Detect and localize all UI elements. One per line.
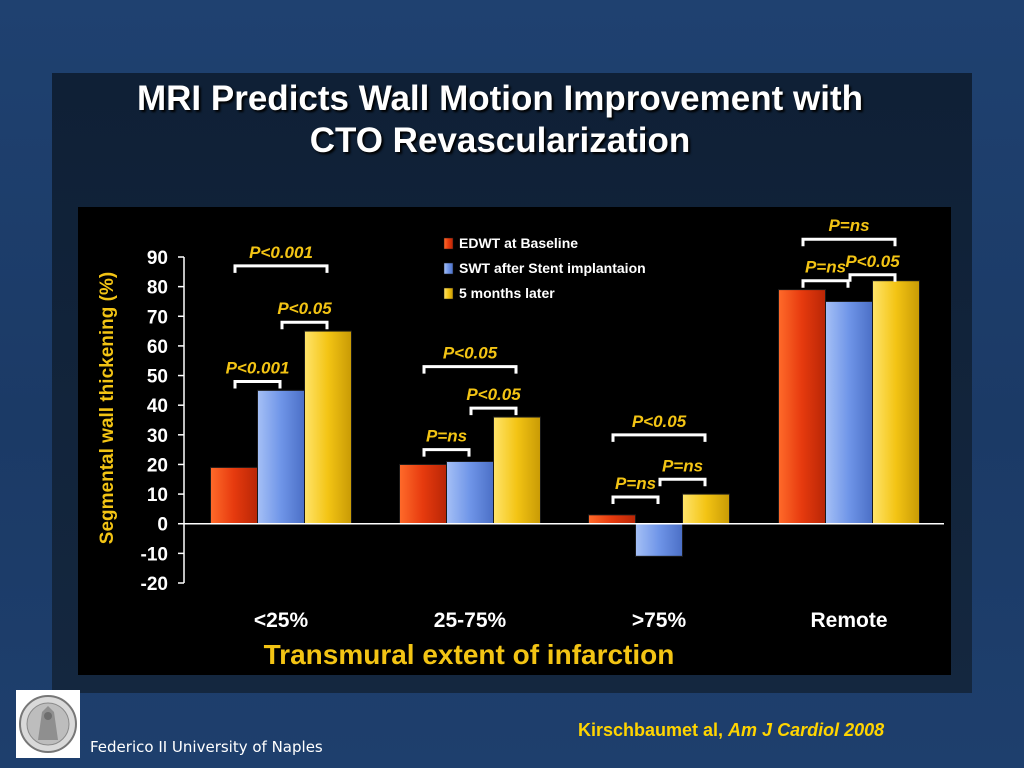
significance-bracket xyxy=(280,320,329,330)
p-value-label: P=ns xyxy=(615,474,656,493)
bar-swt-0 xyxy=(257,389,305,525)
significance-bracket xyxy=(801,237,897,247)
p-value-label: P<0.001 xyxy=(249,243,313,262)
y-tick-label: -10 xyxy=(141,544,168,565)
significance-bracket xyxy=(422,365,518,374)
legend-swatch-swt xyxy=(443,262,454,275)
bar-five-months-3 xyxy=(872,280,920,525)
p-value-label: P<0.05 xyxy=(632,412,687,431)
citation-authors: Kirschbaumet al, xyxy=(578,720,729,740)
p-value-label: P<0.05 xyxy=(845,252,900,271)
title-line-1: MRI Predicts Wall Motion Improvement wit… xyxy=(137,79,863,118)
legend-label-five-months: 5 months later xyxy=(459,285,555,301)
citation: Kirschbaumet al, Am J Cardiol 2008 xyxy=(578,720,884,741)
significance-bracket xyxy=(422,448,471,457)
y-tick-label: 70 xyxy=(147,307,168,328)
y-tick-label: 20 xyxy=(147,455,168,476)
university-seal-icon xyxy=(16,690,80,758)
x-category-label: >75% xyxy=(632,609,687,632)
legend-swatch-edwt xyxy=(443,237,454,250)
bar-edwt-3 xyxy=(778,289,826,525)
y-tick-label: 50 xyxy=(147,367,168,388)
bar-swt-1 xyxy=(446,460,494,525)
significance-bracket xyxy=(801,279,850,288)
bar-five-months-2 xyxy=(682,493,730,525)
significance-bracket xyxy=(611,433,707,442)
p-value-label: P<0.05 xyxy=(277,299,332,318)
footer-institution: Federico II University of Naples xyxy=(90,738,323,756)
bar-edwt-1 xyxy=(399,463,447,525)
significance-bracket xyxy=(658,477,707,487)
bar-edwt-2 xyxy=(588,514,636,525)
bar-five-months-0 xyxy=(304,330,352,525)
x-category-label: Remote xyxy=(810,609,887,632)
legend-label-swt: SWT after Stent implantaion xyxy=(459,260,646,276)
y-tick-label: 60 xyxy=(147,337,168,358)
p-value-label: P=ns xyxy=(662,456,703,475)
y-tick-label: 30 xyxy=(147,426,168,447)
bar-swt-3 xyxy=(825,300,873,525)
p-value-label: P<0.05 xyxy=(443,344,498,363)
x-category-label: <25% xyxy=(254,609,309,632)
significance-bracket xyxy=(848,273,897,282)
p-value-label: P<0.001 xyxy=(226,358,290,377)
y-tick-label: 90 xyxy=(147,248,168,269)
y-tick-label: 0 xyxy=(157,515,168,536)
x-category-label: 25-75% xyxy=(434,609,507,632)
y-tick-label: 40 xyxy=(147,396,168,417)
slide-title: MRI Predicts Wall Motion Improvement wit… xyxy=(52,78,948,162)
bar-swt-2 xyxy=(635,523,683,557)
bar-five-months-1 xyxy=(493,416,541,525)
p-value-label: P=ns xyxy=(828,216,869,235)
legend-label-edwt: EDWT at Baseline xyxy=(459,235,578,251)
significance-bracket xyxy=(233,264,329,273)
y-tick-label: 80 xyxy=(147,278,168,299)
x-axis-label: Transmural extent of infarction xyxy=(264,639,675,670)
p-value-label: P=ns xyxy=(426,427,467,446)
significance-bracket xyxy=(469,406,518,416)
bar-edwt-0 xyxy=(210,466,258,525)
y-axis-label: Segmental wall thickening (%) xyxy=(97,272,118,544)
y-tick-label: 10 xyxy=(147,485,168,506)
y-tick-label: -20 xyxy=(141,574,168,595)
p-value-label: P=ns xyxy=(805,258,846,277)
significance-bracket xyxy=(611,495,660,505)
legend-swatch-five-months xyxy=(443,287,454,300)
significance-bracket xyxy=(233,379,282,389)
citation-journal: Am J Cardiol 2008 xyxy=(728,720,885,740)
title-line-2: CTO Revascularization xyxy=(309,121,691,160)
p-value-label: P<0.05 xyxy=(466,385,521,404)
